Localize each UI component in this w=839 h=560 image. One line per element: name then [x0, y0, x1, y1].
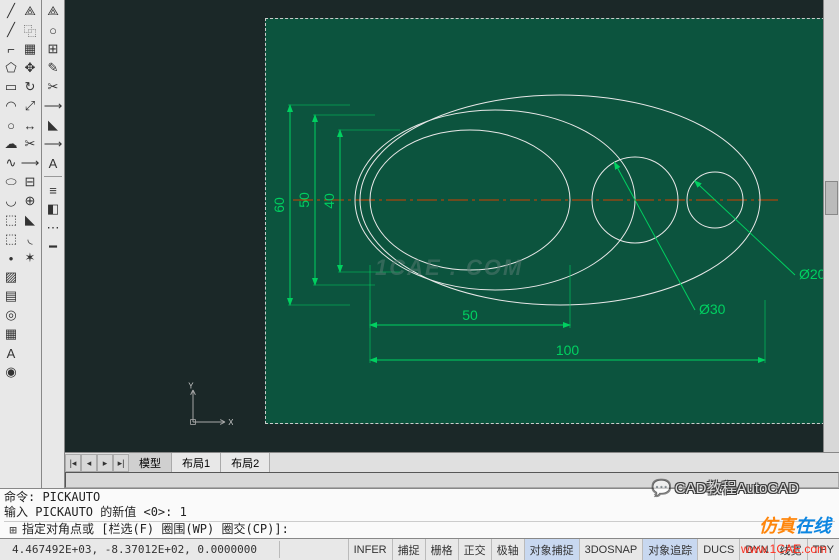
- hatch-tool[interactable]: ▨: [2, 268, 20, 286]
- tool-a7[interactable]: ◣: [44, 116, 62, 134]
- tool-a5[interactable]: ✂: [44, 78, 62, 96]
- status-捕捉[interactable]: 捕捉: [392, 539, 425, 560]
- tool-a3[interactable]: ⊞: [44, 40, 62, 58]
- svg-text:Ø20: Ø20: [799, 266, 826, 282]
- tabs-bar: |◂ ◂ ▸ ▸| 模型 布局1 布局2: [65, 452, 839, 472]
- watermark-text: 💬 CAD教程AutoCAD: [652, 477, 799, 498]
- construction-line-tool[interactable]: ╱: [2, 21, 20, 39]
- tool-a9[interactable]: A: [44, 154, 62, 172]
- break-tool[interactable]: ⊟: [21, 173, 39, 191]
- status-对象捕捉[interactable]: 对象捕捉: [524, 539, 579, 560]
- tool-a8[interactable]: ⟶: [44, 135, 62, 153]
- circle-tool[interactable]: ○: [2, 116, 20, 134]
- mirror-tool[interactable]: ⟁: [21, 2, 39, 20]
- explode-tool[interactable]: ✶: [21, 249, 39, 267]
- extend-tool[interactable]: ⟶: [21, 154, 39, 172]
- tab-prev[interactable]: ◂: [81, 454, 97, 472]
- offset-tool[interactable]: ⿻: [21, 21, 39, 39]
- tool-a2[interactable]: ○: [44, 21, 62, 39]
- ellipse-arc-tool[interactable]: ◡: [2, 192, 20, 210]
- cmd-handle-icon[interactable]: ⊞: [4, 523, 22, 537]
- block-make-tool[interactable]: ⬚: [2, 230, 20, 248]
- vertical-scrollbar[interactable]: [823, 0, 839, 452]
- linetype-btn[interactable]: ⋯: [44, 219, 62, 237]
- lineweight-btn[interactable]: ━: [44, 238, 62, 256]
- tab-last[interactable]: ▸|: [113, 454, 129, 472]
- fillet-tool[interactable]: ◟: [21, 230, 39, 248]
- svg-text:50: 50: [462, 307, 478, 323]
- revcloud-tool[interactable]: ☁: [2, 135, 20, 153]
- chamfer-tool[interactable]: ◣: [21, 211, 39, 229]
- status-栅格[interactable]: 栅格: [425, 539, 458, 560]
- polyline-tool[interactable]: ⌐: [2, 40, 20, 58]
- center-watermark: 1CAE . COM: [375, 255, 523, 281]
- trim-tool[interactable]: ✂: [21, 135, 39, 153]
- move-tool[interactable]: ✥: [21, 59, 39, 77]
- tool-a4[interactable]: ✎: [44, 59, 62, 77]
- stretch-tool[interactable]: ↔: [21, 116, 39, 134]
- rectangle-tool[interactable]: ▭: [2, 78, 20, 96]
- rotate-tool[interactable]: ↻: [21, 78, 39, 96]
- status-infer[interactable]: INFER: [348, 539, 392, 560]
- watermark-site: 仿真在线: [759, 512, 831, 538]
- drawing-content: Ø30 Ø20 60 50 40 50 100: [65, 0, 839, 440]
- svg-text:50: 50: [296, 192, 312, 208]
- tab-nav: |◂ ◂ ▸ ▸|: [65, 454, 129, 472]
- arc-tool[interactable]: ◠: [2, 97, 20, 115]
- coords-display: 4.467492E+03, -8.37012E+02, 0.0000000: [0, 541, 280, 558]
- addselected-tool[interactable]: ◉: [2, 363, 20, 381]
- tab-first[interactable]: |◂: [65, 454, 81, 472]
- tab-model[interactable]: 模型: [129, 453, 172, 473]
- join-tool[interactable]: ⊕: [21, 192, 39, 210]
- tool-a6[interactable]: ⟶: [44, 97, 62, 115]
- mtext-tool[interactable]: A: [2, 344, 20, 362]
- svg-text:40: 40: [321, 193, 337, 209]
- region-tool[interactable]: ◎: [2, 306, 20, 324]
- polygon-tool[interactable]: ⬠: [2, 59, 20, 77]
- modify-toolbar: ⟁ ○ ⊞ ✎ ✂ ⟶ ◣ ⟶ A ≡ ◧ ⋯ ━: [42, 0, 65, 488]
- color-btn[interactable]: ◧: [44, 200, 62, 218]
- tab-layout1[interactable]: 布局1: [172, 453, 221, 473]
- svg-text:100: 100: [556, 342, 580, 358]
- svg-text:60: 60: [271, 197, 287, 213]
- tab-next[interactable]: ▸: [97, 454, 113, 472]
- status-极轴[interactable]: 极轴: [491, 539, 524, 560]
- status-bar: 4.467492E+03, -8.37012E+02, 0.0000000 IN…: [0, 538, 839, 560]
- block-insert-tool[interactable]: ⬚: [2, 211, 20, 229]
- array-tool[interactable]: ▦: [21, 40, 39, 58]
- cmd-prompt[interactable]: 指定对角点或 [栏选(F) 圈围(WP) 圈交(CP)]:: [22, 522, 289, 537]
- status-正交[interactable]: 正交: [458, 539, 491, 560]
- tab-layout2[interactable]: 布局2: [221, 453, 270, 473]
- layer-btn[interactable]: ≡: [44, 181, 62, 199]
- tool-a1[interactable]: ⟁: [44, 2, 62, 20]
- line-tool[interactable]: ╱: [2, 2, 20, 20]
- svg-text:Ø30: Ø30: [699, 301, 726, 317]
- point-tool[interactable]: •: [2, 249, 20, 267]
- spline-tool[interactable]: ∿: [2, 154, 20, 172]
- drawing-canvas[interactable]: Ø30Ø2060504050100 1CAE . COM X Y: [65, 0, 839, 452]
- status-3dosnap[interactable]: 3DOSNAP: [579, 539, 643, 560]
- scale-tool[interactable]: ⤢: [21, 97, 39, 115]
- watermark-url: www.1CAE.com: [741, 542, 827, 556]
- table-tool[interactable]: ▦: [2, 325, 20, 343]
- cmd-history-2: 输入 PICKAUTO 的新值 <0>: 1: [4, 505, 835, 520]
- ellipse-tool[interactable]: ⬭: [2, 173, 20, 191]
- status-对象追踪[interactable]: 对象追踪: [642, 539, 697, 560]
- gradient-tool[interactable]: ▤: [2, 287, 20, 305]
- status-ducs[interactable]: DUCS: [697, 539, 739, 560]
- draw-toolbar: ╱⟁ ╱⿻ ⌐▦ ⬠✥ ▭↻ ◠⤢ ○↔ ☁✂ ∿⟶ ⬭⊟ ◡⊕ ⬚◣ ⬚◟ •…: [0, 0, 42, 488]
